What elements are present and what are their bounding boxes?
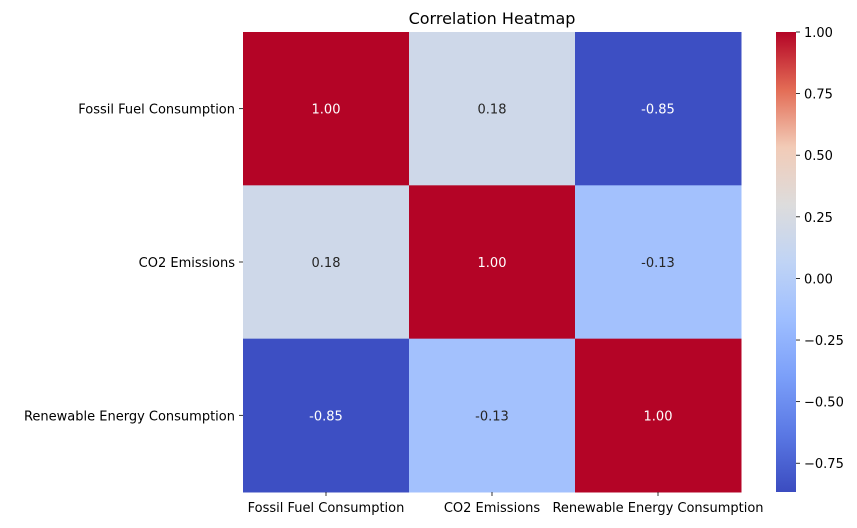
heatmap-cell-2-0 (243, 338, 410, 493)
heatmap-cell-1-1 (409, 185, 576, 340)
heatmap-cell-0-2 (575, 32, 742, 186)
cell-annotation-1-2: -0.13 (641, 256, 675, 271)
cell-annotation-1-0: 0.18 (312, 256, 341, 271)
colorbar-axis: 1.00 0.75 0.50 0.25 0.00 −0.25 −0.50 −0.75 (796, 26, 844, 472)
heatmap-cell-1-2 (575, 185, 742, 340)
y-tick-label-2: Renewable Energy Consumption (24, 409, 235, 424)
y-tick-label-1: CO2 Emissions (139, 256, 236, 271)
cell-annotation-2-0: -0.85 (309, 409, 343, 424)
cell-annotation-2-2: 1.00 (644, 409, 673, 424)
colorbar-tick-label-0: 1.00 (804, 26, 833, 41)
heatmap-cell-2-2 (575, 338, 742, 493)
y-tick-label-0: Fossil Fuel Consumption (78, 103, 235, 118)
cell-annotation-0-2: -0.85 (641, 103, 675, 118)
colorbar-tick-label-7: −0.75 (804, 457, 844, 472)
colorbar-tick-label-2: 0.50 (804, 149, 833, 164)
heatmap-annotations: 1.00 0.18 -0.85 0.18 1.00 -0.13 -0.85 -0.13 1.00 (309, 103, 675, 425)
x-axis: Fossil Fuel Consumption CO2 Emissions Rene… (248, 491, 764, 516)
x-tick-label-1: CO2 Emissions (444, 501, 541, 516)
x-tick-label-2: Renewable Energy Consumption (552, 501, 763, 516)
heatmap-cell-2-1 (409, 338, 576, 493)
colorbar-tick-label-4: 0.00 (804, 272, 833, 287)
heatmap-cell-0-1 (409, 32, 576, 186)
colorbar-tick-label-6: −0.50 (804, 396, 844, 411)
colorbar-tick-label-1: 0.75 (804, 88, 833, 103)
cell-annotation-2-1: -0.13 (475, 409, 509, 424)
colorbar-tick-label-5: −0.25 (804, 334, 844, 349)
colorbar (776, 32, 796, 492)
chart-title: Correlation Heatmap (409, 9, 576, 28)
cell-annotation-0-1: 0.18 (478, 103, 507, 118)
y-axis: Fossil Fuel Consumption CO2 Emissions Rene… (24, 103, 243, 424)
cell-annotation-1-1: 1.00 (478, 256, 507, 271)
cell-annotation-0-0: 1.00 (312, 103, 341, 118)
heatmap-cell-1-0 (243, 185, 410, 340)
x-tick-label-0: Fossil Fuel Consumption (248, 501, 405, 516)
heatmap-cells (243, 32, 742, 493)
heatmap-cell-0-0 (243, 32, 410, 186)
colorbar-tick-label-3: 0.25 (804, 211, 833, 226)
